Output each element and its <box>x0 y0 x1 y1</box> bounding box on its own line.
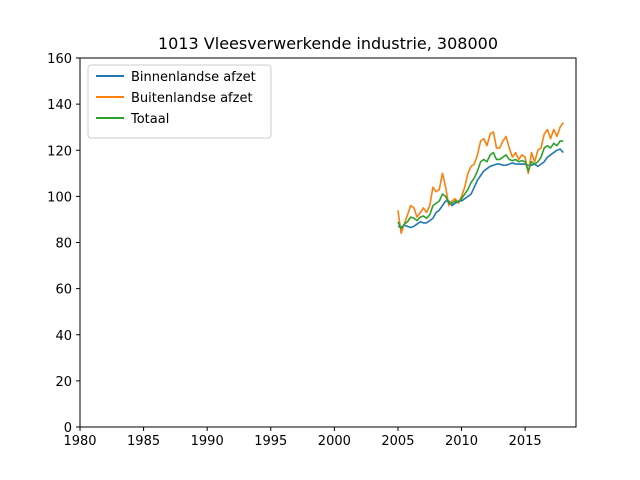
series-line-1 <box>397 122 564 235</box>
axis-ticks: 1980 1985 1990 1995 2000 2005 2010 2015 0 20 40 60 8… <box>47 52 542 449</box>
series-lines <box>397 122 564 235</box>
y-tick-label: 120 <box>47 144 72 159</box>
series-line-2 <box>397 140 564 230</box>
y-tick-label: 160 <box>47 52 72 67</box>
x-tick-label: 2010 <box>445 434 478 449</box>
chart-title: 1013 Vleesverwerkende industrie, 308000 <box>158 34 498 53</box>
x-tick-label: 1990 <box>191 434 224 449</box>
legend: Binnenlandse afzet Buitenlandse afzet Tota… <box>87 64 272 139</box>
x-tick-label: 2015 <box>509 434 542 449</box>
y-tick-label: 20 <box>55 375 72 390</box>
x-tick-label: 1980 <box>63 434 96 449</box>
legend-label-2: Totaal <box>130 112 169 127</box>
x-tick-label: 1985 <box>127 434 160 449</box>
legend-box <box>87 64 272 139</box>
axes-frame <box>79 57 577 428</box>
y-tick-label: 0 <box>64 421 72 436</box>
legend-label-1: Buitenlandse afzet <box>131 91 253 106</box>
y-tick-label: 60 <box>55 283 72 298</box>
legend-label-0: Binnenlandse afzet <box>131 70 256 85</box>
y-tick-label: 40 <box>55 329 72 344</box>
series-line-0 <box>397 148 564 229</box>
x-tick-label: 2000 <box>318 434 351 449</box>
y-tick-label: 100 <box>47 190 72 205</box>
y-tick-label: 80 <box>55 237 72 252</box>
x-tick-label: 2005 <box>381 434 414 449</box>
x-tick-label: 1995 <box>254 434 287 449</box>
y-tick-label: 140 <box>47 98 72 113</box>
